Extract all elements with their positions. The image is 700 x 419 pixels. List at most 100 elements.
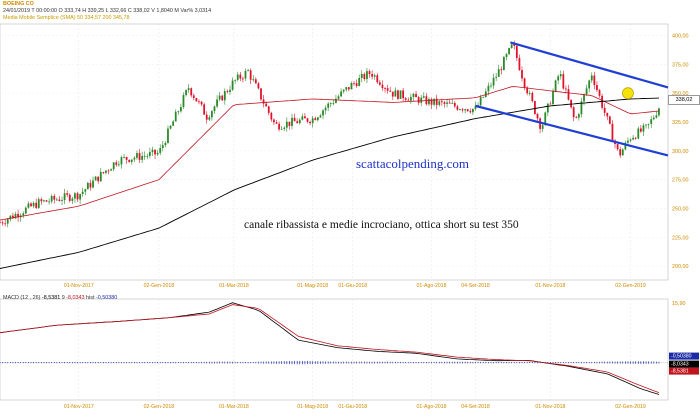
candle-body — [552, 91, 554, 105]
candle-body — [12, 215, 14, 219]
candle-body — [366, 71, 368, 80]
channel-lower-line — [475, 104, 669, 157]
candle-body — [647, 123, 650, 125]
candle-body — [270, 112, 273, 120]
sma50-line — [0, 86, 660, 221]
candle-body — [526, 87, 529, 94]
candle-body — [9, 215, 12, 220]
candle-body — [92, 180, 94, 188]
candle-body — [355, 83, 358, 86]
candle-body — [407, 99, 410, 101]
candle-body — [536, 113, 539, 119]
candle-body — [27, 203, 30, 208]
candle-body — [332, 102, 335, 104]
candle-body — [435, 98, 438, 105]
candle-body — [293, 117, 296, 122]
candle-body — [428, 99, 430, 105]
macd-header: MACD (12 , 26) -8,5381 9 -8,0343 hist -0… — [3, 295, 117, 301]
candle-body — [74, 193, 76, 199]
candle-body — [86, 182, 89, 190]
hist-value: -0,50380 — [95, 295, 118, 301]
candle-body — [389, 90, 392, 92]
candle-body — [226, 91, 229, 92]
macd-value-tag — [669, 360, 699, 368]
candle-body — [239, 74, 242, 79]
candle-body — [138, 153, 141, 160]
candle-body — [61, 200, 63, 202]
candle-body — [174, 111, 177, 122]
candle-body — [161, 145, 164, 148]
candle-body — [84, 189, 87, 192]
candle-body — [567, 89, 570, 100]
candle-body — [81, 191, 84, 195]
candle-body — [461, 109, 464, 111]
price-x-tick-label: 02-Gen-2019 — [615, 283, 646, 289]
candle-body — [159, 147, 162, 153]
candle-body — [200, 101, 203, 105]
candle-body — [267, 106, 270, 113]
candle-body — [257, 83, 260, 89]
candle-body — [497, 69, 500, 77]
candle-body — [438, 101, 441, 105]
candle-body — [464, 109, 467, 111]
candle-body — [154, 149, 156, 155]
candle-body — [484, 91, 487, 97]
candle-body — [368, 71, 371, 75]
candle-body — [570, 99, 572, 108]
candle-body — [521, 70, 523, 79]
candle-body — [128, 159, 131, 162]
candle-body — [306, 118, 309, 122]
candle-body — [510, 44, 513, 49]
candle-body — [314, 118, 317, 121]
candle-body — [195, 97, 198, 102]
candle-body — [4, 223, 7, 225]
candle-body — [213, 106, 216, 112]
candle-body — [112, 162, 115, 170]
candle-body — [495, 76, 498, 78]
candle-body — [156, 152, 159, 155]
candle-body — [471, 108, 474, 113]
candle-body — [417, 97, 420, 103]
candle-body — [446, 102, 448, 104]
candle-body — [353, 83, 355, 84]
candle-body — [583, 94, 585, 102]
price-y-tick-label: 250,00 — [672, 207, 689, 213]
candle-body — [565, 88, 567, 90]
candle-body — [360, 73, 363, 78]
candle-body — [167, 128, 169, 143]
candle-body — [371, 74, 374, 77]
price-x-tick-label: 04-Set-2018 — [461, 283, 490, 289]
candle-body — [280, 128, 283, 130]
candle-body — [203, 104, 206, 115]
candle-body — [559, 74, 562, 77]
candle-body — [223, 91, 226, 101]
candle-body — [319, 115, 322, 118]
candle-body — [420, 97, 423, 103]
candle-body — [430, 99, 433, 105]
candle-body — [487, 85, 490, 92]
candle-body — [182, 95, 185, 108]
candle-body — [262, 99, 265, 104]
candle-body — [412, 93, 415, 97]
candle-body — [76, 193, 79, 200]
candle-body — [6, 219, 9, 224]
candle-body — [642, 125, 645, 132]
price-y-tick-label: 375,00 — [672, 62, 689, 68]
macd-value-label: -8,5381 — [671, 369, 689, 375]
candle-body — [557, 76, 560, 81]
candle-body — [35, 202, 38, 208]
candle-body — [443, 102, 446, 104]
price-x-tick-label: 01-Mar-2018 — [219, 283, 249, 289]
candle-body — [503, 57, 505, 71]
candle-body — [322, 110, 324, 116]
candle-body — [125, 156, 128, 160]
candle-body — [107, 170, 110, 172]
price-x-tick-label: 01-Mag-2018 — [297, 283, 328, 289]
candle-body — [655, 115, 658, 118]
candle-body — [0, 222, 1, 224]
candle-body — [474, 106, 477, 109]
ma-legend: Media Mobile Semplice (SMA) 50 334,57 20… — [3, 15, 130, 21]
candle-body — [265, 103, 268, 107]
candle-body — [549, 103, 552, 105]
